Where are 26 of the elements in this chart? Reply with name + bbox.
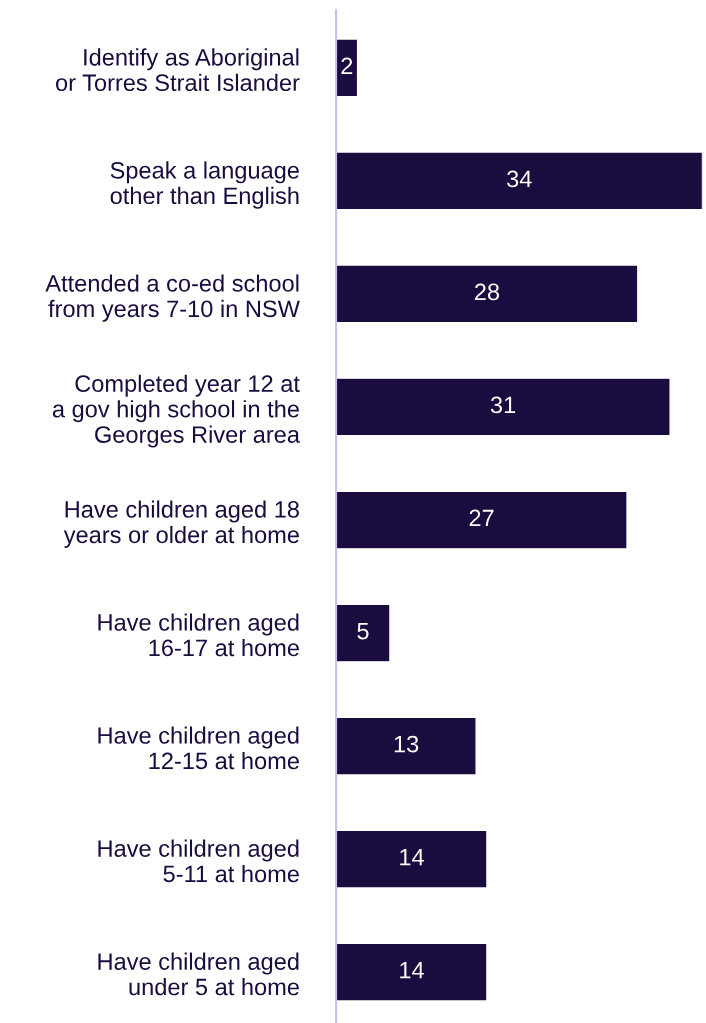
bar	[336, 603, 391, 663]
data-label: 5	[357, 622, 369, 640]
data-label: 2	[341, 57, 353, 74]
data-label: 28	[474, 283, 500, 301]
bar	[336, 264, 639, 324]
bar	[336, 716, 477, 776]
data-label: 13	[394, 735, 419, 753]
y-tick-label: Have children aged 5-11 at home	[98, 839, 299, 883]
y-tick-label: Identify as Aboriginal or Torres Strait Islander	[56, 48, 300, 92]
bar	[336, 942, 488, 1002]
data-label: 31	[490, 396, 516, 414]
y-tick-label: Have children aged under 5 at home	[98, 952, 299, 996]
y-tick-label: Completed year 12 at a gov high school in the Georges River area	[52, 374, 300, 448]
data-label: 34	[507, 170, 532, 188]
y-tick-label: Have children aged 16-17 at home	[98, 613, 299, 657]
data-label: 14	[400, 962, 424, 979]
y-tick-label: Have children aged 12-15 at home	[98, 726, 299, 770]
y-tick-label: Have children aged 18 years or older at home	[63, 500, 299, 548]
bar	[336, 490, 628, 550]
y-tick-label: Attended a co-ed school from years 7-10 in NSW	[45, 274, 300, 322]
bar	[336, 829, 488, 889]
bar	[336, 151, 703, 211]
data-label: 14	[400, 848, 424, 866]
y-tick-label: Speak a language other than English	[110, 161, 299, 209]
data-label: 27	[469, 509, 494, 527]
bar	[336, 377, 671, 437]
